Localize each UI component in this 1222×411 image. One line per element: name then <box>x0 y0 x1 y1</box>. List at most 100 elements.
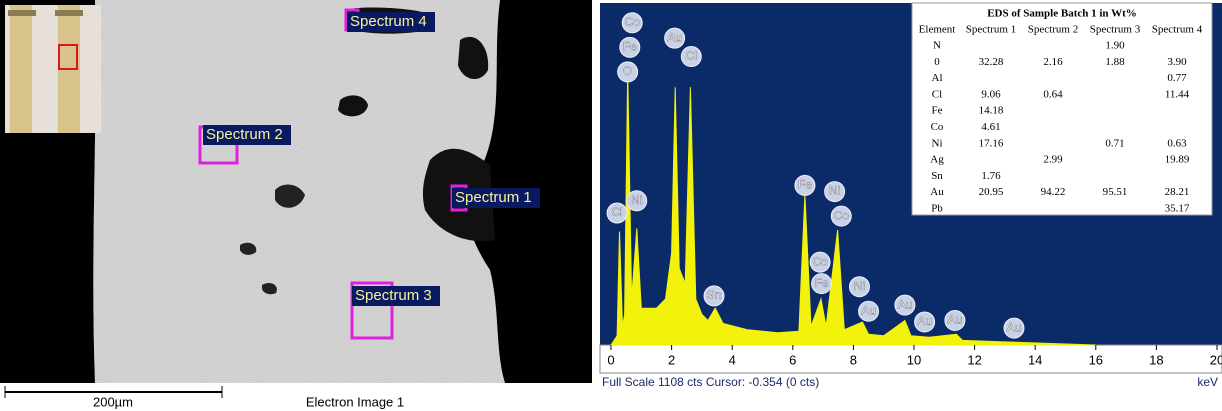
table-cell: 11.44 <box>1165 88 1190 100</box>
peak-label: Fe <box>623 40 637 54</box>
table-cell: 28.21 <box>1165 186 1190 198</box>
peak-label: Cl <box>611 205 622 219</box>
table-header: Spectrum 4 <box>1152 24 1203 36</box>
table-cell: 17.16 <box>979 137 1004 149</box>
table-cell: 14.18 <box>979 105 1004 117</box>
row-label: Cl <box>932 88 942 100</box>
peak-label: Co <box>834 208 850 222</box>
table-cell: 35.17 <box>1165 203 1190 215</box>
x-unit: keV <box>1197 375 1218 389</box>
image-caption: Electron Image 1 <box>306 394 404 409</box>
table-cell: 0.64 <box>1043 88 1063 100</box>
table-background <box>911 2 1213 216</box>
x-tick-label: 0 <box>607 352 614 367</box>
peak-marker <box>680 46 702 68</box>
peak-marker <box>914 311 936 333</box>
peak-marker <box>606 202 628 224</box>
spectrum-label: Spectrum 2 <box>206 126 283 143</box>
table-cell: 20.95 <box>979 186 1004 198</box>
peak-marker <box>617 61 639 83</box>
table-cell: 0.77 <box>1167 72 1187 84</box>
peak-marker <box>626 190 648 212</box>
peak-marker <box>621 12 643 34</box>
table-cell: 3.90 <box>1167 56 1187 68</box>
table-cell: 2.99 <box>1043 154 1063 166</box>
peak-label: Au <box>948 313 963 327</box>
table-cell: 2.16 <box>1043 56 1063 68</box>
label-box <box>203 125 291 145</box>
peak-label: Fe <box>798 178 812 192</box>
spectrum-label: Spectrum 4 <box>350 13 427 30</box>
peak-marker <box>830 205 852 227</box>
x-tick-label: 6 <box>789 352 796 367</box>
peak-label: Fe <box>815 276 829 290</box>
peak-label: Co <box>625 15 641 29</box>
peak-label: Ni <box>829 184 840 198</box>
peak-marker <box>894 294 916 316</box>
peak-marker <box>858 300 880 322</box>
table-cell: 19.89 <box>1165 154 1190 166</box>
x-tick-label: 14 <box>1028 352 1042 367</box>
row-label: Au <box>930 186 944 198</box>
peak-marker <box>824 181 846 203</box>
peak-marker <box>848 276 870 298</box>
x-tick-label: 2 <box>668 352 675 367</box>
axis-strip <box>599 344 1222 374</box>
label-box <box>352 286 440 306</box>
peak-marker <box>944 309 966 331</box>
spectrum-footer: Full Scale 1108 cts Cursor: -0.354 (0 ct… <box>602 375 819 389</box>
peak-label: Au <box>917 314 932 328</box>
table-cell: 4.61 <box>981 121 1000 133</box>
table-header: Element <box>919 24 956 36</box>
table-cell: 94.22 <box>1041 186 1066 198</box>
peak-marker <box>619 36 641 58</box>
table-header: Spectrum 3 <box>1090 24 1141 36</box>
row-label: N <box>933 40 941 52</box>
label-box <box>347 12 435 32</box>
peak-marker <box>664 27 686 49</box>
peak-label: Au <box>861 303 876 317</box>
row-label: Sn <box>931 170 943 182</box>
peak-label: Au <box>898 297 913 311</box>
x-tick-label: 20 <box>1210 352 1222 367</box>
peak-label: Cl <box>686 49 697 63</box>
x-tick-label: 18 <box>1149 352 1163 367</box>
peak-label: Sn <box>707 288 722 302</box>
x-tick-label: 8 <box>850 352 857 367</box>
peak-label: Au <box>667 30 682 44</box>
peak-marker <box>794 174 816 196</box>
x-tick-label: 4 <box>729 352 736 367</box>
row-label: 0 <box>934 56 940 68</box>
peak-marker <box>1003 317 1025 339</box>
table-cell: 1.90 <box>1105 40 1125 52</box>
row-label: Fe <box>932 105 943 117</box>
x-tick-label: 10 <box>907 352 921 367</box>
peak-label: O <box>623 64 632 78</box>
table-cell: 32.28 <box>979 56 1004 68</box>
peak-label: Ni <box>854 279 865 293</box>
table-cell: 1.88 <box>1105 56 1125 68</box>
row-label: Co <box>931 121 944 133</box>
table-cell: 0.71 <box>1105 137 1124 149</box>
table-title: EDS of Sample Batch 1 in Wt% <box>987 8 1137 20</box>
scale-bar-label: 200µm <box>93 394 133 409</box>
peak-marker <box>703 285 725 307</box>
x-tick-label: 12 <box>967 352 981 367</box>
row-label: Ni <box>932 137 943 149</box>
label-box <box>452 188 540 208</box>
table-cell: 9.06 <box>981 88 1001 100</box>
table-cell: 0.63 <box>1167 137 1187 149</box>
row-label: Al <box>932 72 943 84</box>
table-cell: 1.76 <box>981 170 1001 182</box>
table-cell: 95.51 <box>1103 186 1128 198</box>
spectrum-label: Spectrum 3 <box>355 287 432 304</box>
row-label: Pb <box>931 203 943 215</box>
peak-label: Co <box>812 254 828 268</box>
row-label: Ag <box>930 154 944 166</box>
x-tick-label: 16 <box>1089 352 1103 367</box>
peak-marker <box>809 251 831 273</box>
peak-label: Ni <box>631 193 642 207</box>
spectrum-area <box>610 68 1096 346</box>
spectrum-label: Spectrum 1 <box>455 189 532 206</box>
